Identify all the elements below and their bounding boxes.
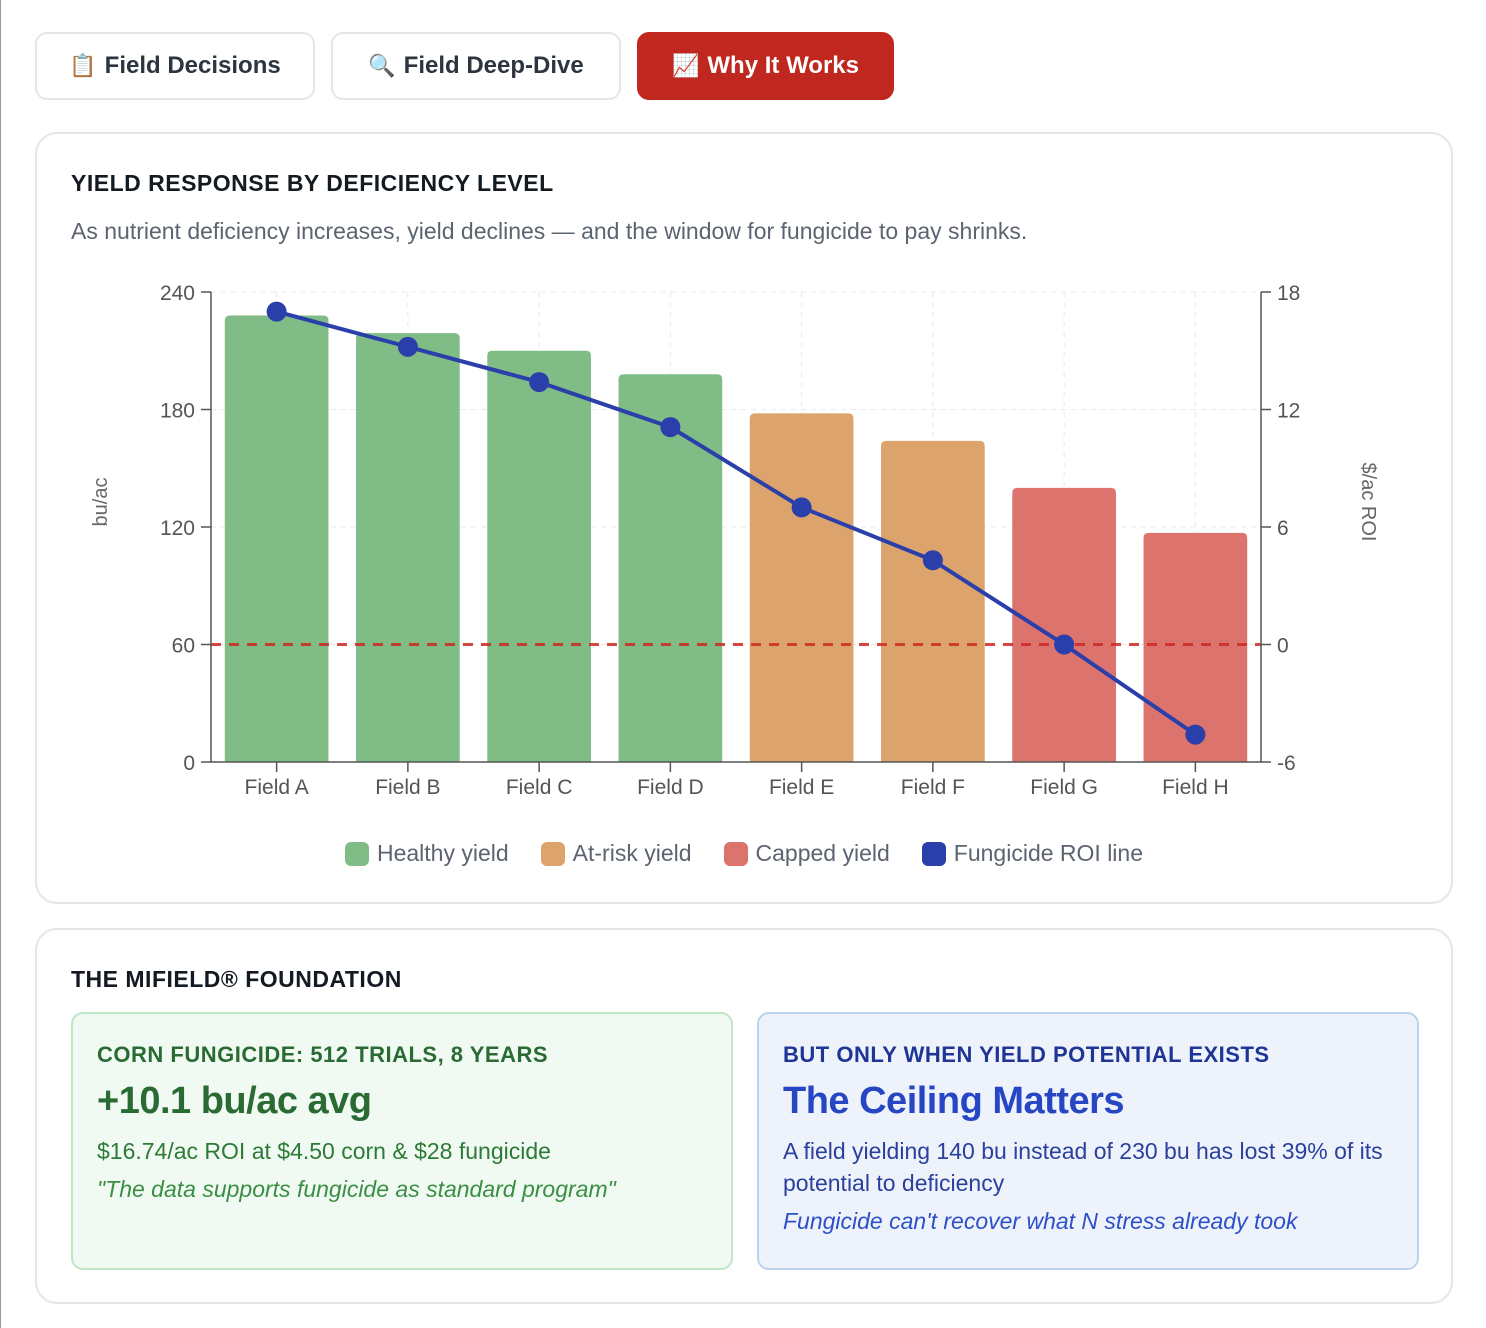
- panel-body: A field yielding 140 bu instead of 230 b…: [783, 1138, 1383, 1196]
- roi-line: [276, 309, 1197, 737]
- x-tick-label: Field D: [637, 776, 704, 799]
- tab-field-decisions[interactable]: 📋 Field Decisions: [35, 32, 315, 100]
- y-axis-label: bu/ac: [90, 478, 112, 527]
- clipboard-icon: 📋: [69, 53, 97, 78]
- yield-roi-chart: 0 60 120 180 240 -6 0 6 12 18 Field A Field B Field …: [90, 282, 1379, 799]
- legend-label: Capped yield: [755, 840, 890, 866]
- chart-title: YIELD RESPONSE BY DEFICIENCY LEVEL: [71, 170, 554, 196]
- y2-tick-label: 6: [1277, 517, 1289, 540]
- roi-point: [922, 550, 943, 571]
- y-tick-label: 180: [160, 400, 195, 423]
- panel-body: $16.74/ac ROI at $4.50 corn & $28 fungic…: [97, 1138, 551, 1164]
- chart-up-icon: 📈: [672, 53, 700, 78]
- x-tick-label: Field G: [1030, 776, 1098, 799]
- legend-label: Healthy yield: [376, 840, 509, 866]
- chart-subtitle: As nutrient deficiency increases, yield …: [71, 218, 1028, 244]
- bar: [1012, 487, 1116, 762]
- chart-legend: Healthy yield At-risk yield Capped yield…: [37, 840, 1451, 867]
- legend-swatch: [540, 841, 565, 866]
- y-tick-label: 0: [183, 752, 195, 775]
- bar: [224, 315, 329, 762]
- x-tick-label: Field E: [769, 776, 834, 799]
- bar: [356, 333, 460, 762]
- y-tick-label: 240: [160, 282, 195, 305]
- legend-item-at-risk[interactable]: At-risk yield: [540, 840, 692, 867]
- x-tick-label: Field B: [375, 776, 440, 799]
- bar: [618, 374, 723, 762]
- yield-response-card: YIELD RESPONSE BY DEFICIENCY LEVEL As nu…: [35, 132, 1453, 904]
- roi-point: [1054, 634, 1075, 655]
- tab-label: Field Decisions: [104, 52, 281, 79]
- y2-tick-label: 12: [1277, 400, 1300, 423]
- tab-why-it-works[interactable]: 📈 Why It Works: [637, 32, 894, 100]
- panel-heading: BUT ONLY WHEN YIELD POTENTIAL EXISTS: [783, 1042, 1270, 1067]
- tab-field-deep-dive[interactable]: 🔍 Field Deep-Dive: [331, 32, 621, 100]
- bar: [487, 350, 591, 762]
- x-tick-label: Field H: [1162, 776, 1229, 799]
- tab-label: Why It Works: [707, 52, 859, 79]
- y2-tick-label: 18: [1277, 282, 1300, 305]
- panel-stat: +10.1 bu/ac avg: [97, 1080, 372, 1122]
- roi-point: [529, 372, 550, 393]
- y2-tick-label: -6: [1277, 752, 1296, 775]
- tab-label: Field Deep-Dive: [403, 52, 584, 79]
- fungicide-trials-panel: CORN FUNGICIDE: 512 TRIALS, 8 YEARS +10.…: [71, 1012, 733, 1270]
- roi-point: [1185, 724, 1206, 745]
- magnifier-icon: 🔍: [368, 53, 396, 78]
- roi-point: [397, 336, 418, 357]
- foundation-title: THE MIFIELD® FOUNDATION: [71, 966, 402, 992]
- legend-item-roi[interactable]: Fungicide ROI line: [921, 840, 1143, 867]
- foundation-card: THE MIFIELD® FOUNDATION CORN FUNGICIDE: …: [35, 928, 1453, 1304]
- x-tick-label: Field F: [901, 776, 965, 799]
- tab-bar: 📋 Field Decisions 🔍 Field Deep-Dive 📈 Wh…: [35, 32, 910, 100]
- x-tick-label: Field C: [506, 776, 573, 799]
- legend-item-capped[interactable]: Capped yield: [723, 840, 890, 867]
- panel-heading: CORN FUNGICIDE: 512 TRIALS, 8 YEARS: [97, 1042, 549, 1067]
- legend-swatch: [723, 841, 748, 866]
- roi-point: [660, 417, 681, 438]
- ceiling-panel: BUT ONLY WHEN YIELD POTENTIAL EXISTS The…: [757, 1012, 1419, 1270]
- legend-swatch: [344, 841, 369, 866]
- legend-label: At-risk yield: [572, 840, 692, 866]
- y2-axis-label: $/ac ROI: [1357, 463, 1379, 542]
- x-tick-label: Field A: [245, 776, 309, 799]
- y-tick-label: 60: [172, 635, 195, 658]
- roi-point: [791, 497, 812, 518]
- legend-swatch: [921, 841, 946, 866]
- legend-item-healthy[interactable]: Healthy yield: [344, 840, 509, 867]
- bar: [881, 440, 985, 762]
- panel-stat: The Ceiling Matters: [783, 1080, 1125, 1122]
- bar: [1143, 532, 1248, 762]
- roi-point: [266, 301, 287, 322]
- y-tick-label: 120: [160, 517, 195, 540]
- panel-quote: "The data supports fungicide as standard…: [97, 1176, 616, 1202]
- bar: [749, 413, 854, 762]
- panel-quote: Fungicide can't recover what N stress al…: [783, 1208, 1298, 1234]
- legend-label: Fungicide ROI line: [953, 840, 1143, 866]
- y2-tick-label: 0: [1277, 635, 1289, 658]
